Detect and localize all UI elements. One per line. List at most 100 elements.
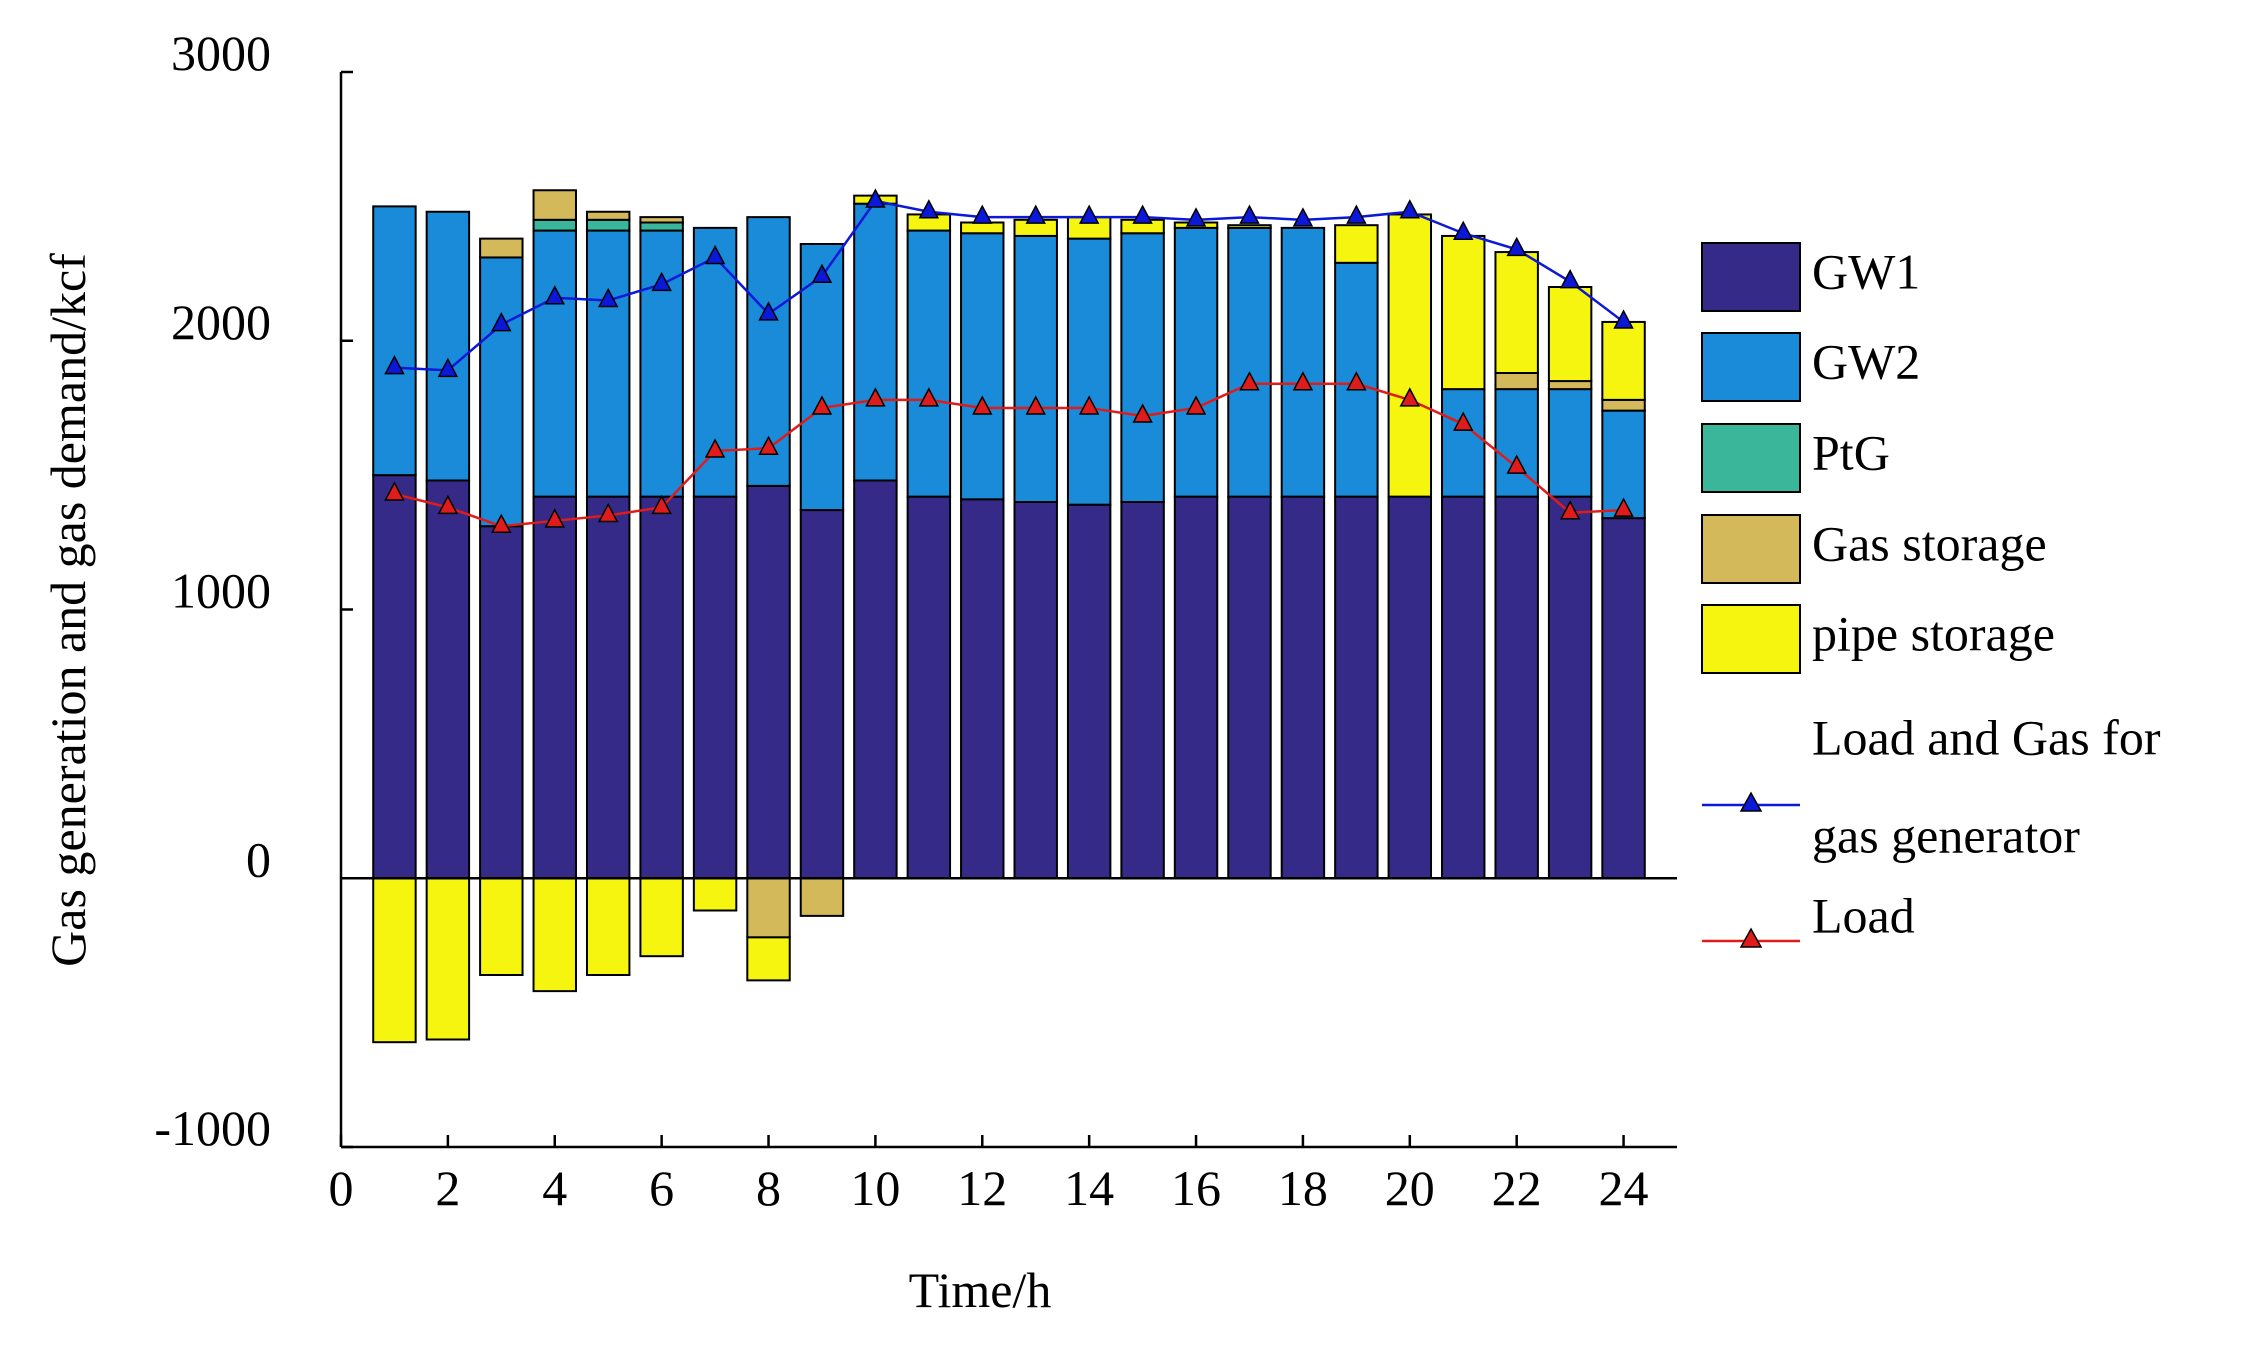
y-tick-label: 3000 <box>171 25 271 81</box>
marker-load <box>704 438 726 458</box>
bar-pipe-storage <box>1547 286 1593 383</box>
legend-label-load-gas-line2: gas generator <box>1812 807 2080 863</box>
bar-pipe-storage <box>1441 234 1486 391</box>
y-tick-label: 2000 <box>171 294 271 350</box>
x-tick-label: 8 <box>756 1160 781 1216</box>
bar-layer <box>372 189 1646 1044</box>
legend-label-gw1: GW1 <box>1812 243 1920 299</box>
bar-gas-storage <box>799 877 845 917</box>
bar-gw1 <box>746 484 791 880</box>
legend-label-gw2: GW2 <box>1812 333 1920 389</box>
marker-load-and-gas-for-gas-generator <box>918 199 940 219</box>
marker-load <box>1452 411 1474 431</box>
marker-load-and-gas-for-gas-generator <box>1292 207 1314 227</box>
legend-label-ptg: PtG <box>1812 424 1890 480</box>
legend-swatch-gw1 <box>1701 242 1801 312</box>
bar-gw1 <box>853 479 898 880</box>
legend-label-pipe-storage: pipe storage <box>1812 605 2055 661</box>
x-tick-label: 10 <box>850 1160 900 1216</box>
bar-gw2 <box>799 243 845 512</box>
marker-load <box>1613 497 1634 517</box>
marker-load-and-gas-for-gas-generator <box>1559 269 1581 289</box>
marker-load-and-gas-for-gas-generator <box>1078 204 1100 224</box>
bar-gw2 <box>1013 234 1058 503</box>
bar-gw1 <box>479 525 524 880</box>
y-tick-label: 1000 <box>171 563 271 619</box>
bar-pipe-storage <box>960 221 1005 235</box>
marker-load <box>865 387 886 407</box>
marker-load-and-gas-for-gas-generator <box>1239 204 1260 224</box>
bar-gw2 <box>1066 237 1112 506</box>
x-tick-label: 14 <box>1064 1160 1114 1216</box>
marker-load <box>918 387 940 407</box>
bar-gas-storage <box>746 877 791 939</box>
line-layer <box>384 188 1634 533</box>
series-line-load-and-gas-for-gas-generator <box>394 199 1625 372</box>
marker-load <box>491 513 512 533</box>
marker-load <box>972 395 993 415</box>
marker-load-and-gas-for-gas-generator <box>1399 199 1421 219</box>
marker-load <box>1132 403 1153 423</box>
x-tick-label: 2 <box>435 1160 460 1216</box>
bar-gw1 <box>639 495 684 880</box>
bar-gw2 <box>1280 226 1326 498</box>
x-tick-label: 22 <box>1492 1160 1542 1216</box>
x-tick-label: 12 <box>957 1160 1007 1216</box>
bar-gw1 <box>532 495 577 880</box>
bar-gw2 <box>1173 226 1219 498</box>
marker-load <box>1346 371 1367 391</box>
bar-gw2 <box>585 229 631 498</box>
legend-swatch-gas-storage <box>1701 514 1801 584</box>
marker-load-and-gas-for-gas-generator <box>1132 204 1153 224</box>
bar-gas-storage <box>585 210 631 221</box>
bar-gw1 <box>1066 503 1112 880</box>
bar-pipe-storage <box>639 877 684 958</box>
bar-gw2 <box>1441 388 1486 498</box>
bar-gas-storage <box>1601 398 1646 412</box>
marker-load-and-gas-for-gas-generator <box>1613 309 1634 329</box>
marker-load <box>811 395 833 415</box>
bar-pipe-storage <box>1387 213 1433 498</box>
bar-pipe-storage <box>1494 251 1539 374</box>
bar-gw2 <box>532 229 577 498</box>
legend-label-gas-storage: Gas storage <box>1812 515 2047 571</box>
bar-gw2 <box>639 229 684 498</box>
bar-gw2 <box>1547 388 1593 498</box>
marker-load <box>758 435 779 455</box>
bar-gas-storage <box>479 237 524 259</box>
marker-load <box>1239 371 1260 391</box>
bar-gw1 <box>1601 517 1646 880</box>
bar-gas-storage <box>532 189 577 221</box>
bar-pipe-storage <box>425 877 471 1041</box>
bar-gw2 <box>853 202 898 482</box>
marker-load <box>1025 395 1046 415</box>
bar-gw2 <box>1227 226 1272 498</box>
bar-gw1 <box>1280 495 1326 880</box>
marker-load-and-gas-for-gas-generator <box>1025 204 1046 224</box>
marker-load-and-gas-for-gas-generator <box>491 312 512 332</box>
bar-gw1 <box>1387 495 1433 880</box>
legend-marker-load <box>1739 927 1763 948</box>
bar-gw1 <box>692 495 738 880</box>
bar-gw1 <box>1173 495 1219 880</box>
marker-load-and-gas-for-gas-generator <box>437 357 459 378</box>
bar-gw2 <box>372 205 417 477</box>
bar-gw1 <box>1334 495 1379 880</box>
bar-pipe-storage <box>585 877 631 976</box>
marker-load-and-gas-for-gas-generator <box>704 244 726 265</box>
bar-gw1 <box>1120 501 1165 880</box>
bar-gas-storage <box>1494 372 1539 391</box>
marker-load <box>1506 454 1527 474</box>
y-tick-label: -1000 <box>154 1100 271 1156</box>
x-tick-label: 18 <box>1278 1160 1328 1216</box>
marker-load-and-gas-for-gas-generator <box>865 188 886 208</box>
marker-load-and-gas-for-gas-generator <box>1506 236 1527 257</box>
bar-ptg <box>639 221 684 232</box>
marker-load-and-gas-for-gas-generator <box>811 263 833 283</box>
bar-gw2 <box>1120 232 1165 503</box>
bar-gw1 <box>1494 495 1539 880</box>
series-line-load <box>394 382 1624 528</box>
bar-gw1 <box>799 509 845 880</box>
marker-load <box>1559 500 1581 520</box>
